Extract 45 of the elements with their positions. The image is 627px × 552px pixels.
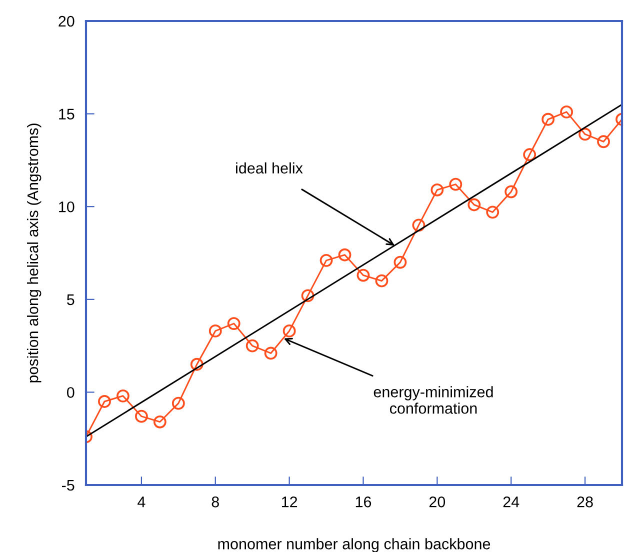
y-tick-label: 5 (67, 294, 74, 306)
y-tick-label: 0 (66, 387, 74, 398)
x-tick-label: 24 (503, 496, 520, 508)
point (356, 268, 370, 282)
point (486, 206, 500, 219)
point (523, 148, 536, 162)
point (504, 185, 518, 198)
annotation: ideal helix (236, 162, 303, 174)
y-tick-label: 10 (59, 201, 74, 212)
y-tick-label: -5 (62, 480, 74, 491)
point (412, 218, 426, 232)
point (430, 183, 444, 196)
y-tick-label: 20 (58, 16, 74, 27)
point (578, 128, 592, 141)
point (560, 105, 574, 118)
point (227, 317, 240, 330)
y-axis-title: position along helical axis (Angstroms) (26, 124, 42, 382)
point (208, 324, 222, 338)
point (246, 339, 259, 352)
point (153, 415, 166, 428)
x-tick-label: 28 (577, 496, 593, 508)
point (172, 396, 185, 410)
point (320, 254, 333, 267)
point (264, 346, 278, 360)
x-tick-label: 12 (282, 496, 298, 508)
x-tick-label: 4 (138, 496, 146, 508)
point (338, 248, 352, 262)
x-tick-label: 16 (356, 496, 372, 508)
point (468, 198, 481, 212)
point (134, 410, 148, 423)
point (449, 178, 462, 191)
point (301, 289, 314, 302)
point (597, 135, 610, 148)
point (190, 358, 204, 371)
x-axis-title: monomer number along chain backbone (218, 538, 490, 552)
point (116, 389, 130, 402)
x-tick-label: 20 (429, 496, 446, 508)
point (375, 274, 388, 288)
annotation: energy-minimized conformation (374, 386, 493, 414)
x-tick-label: 8 (212, 496, 219, 508)
y-tick-label: 15 (59, 108, 74, 120)
point (282, 324, 296, 338)
point (394, 256, 407, 269)
point (542, 112, 555, 126)
point (98, 395, 111, 408)
